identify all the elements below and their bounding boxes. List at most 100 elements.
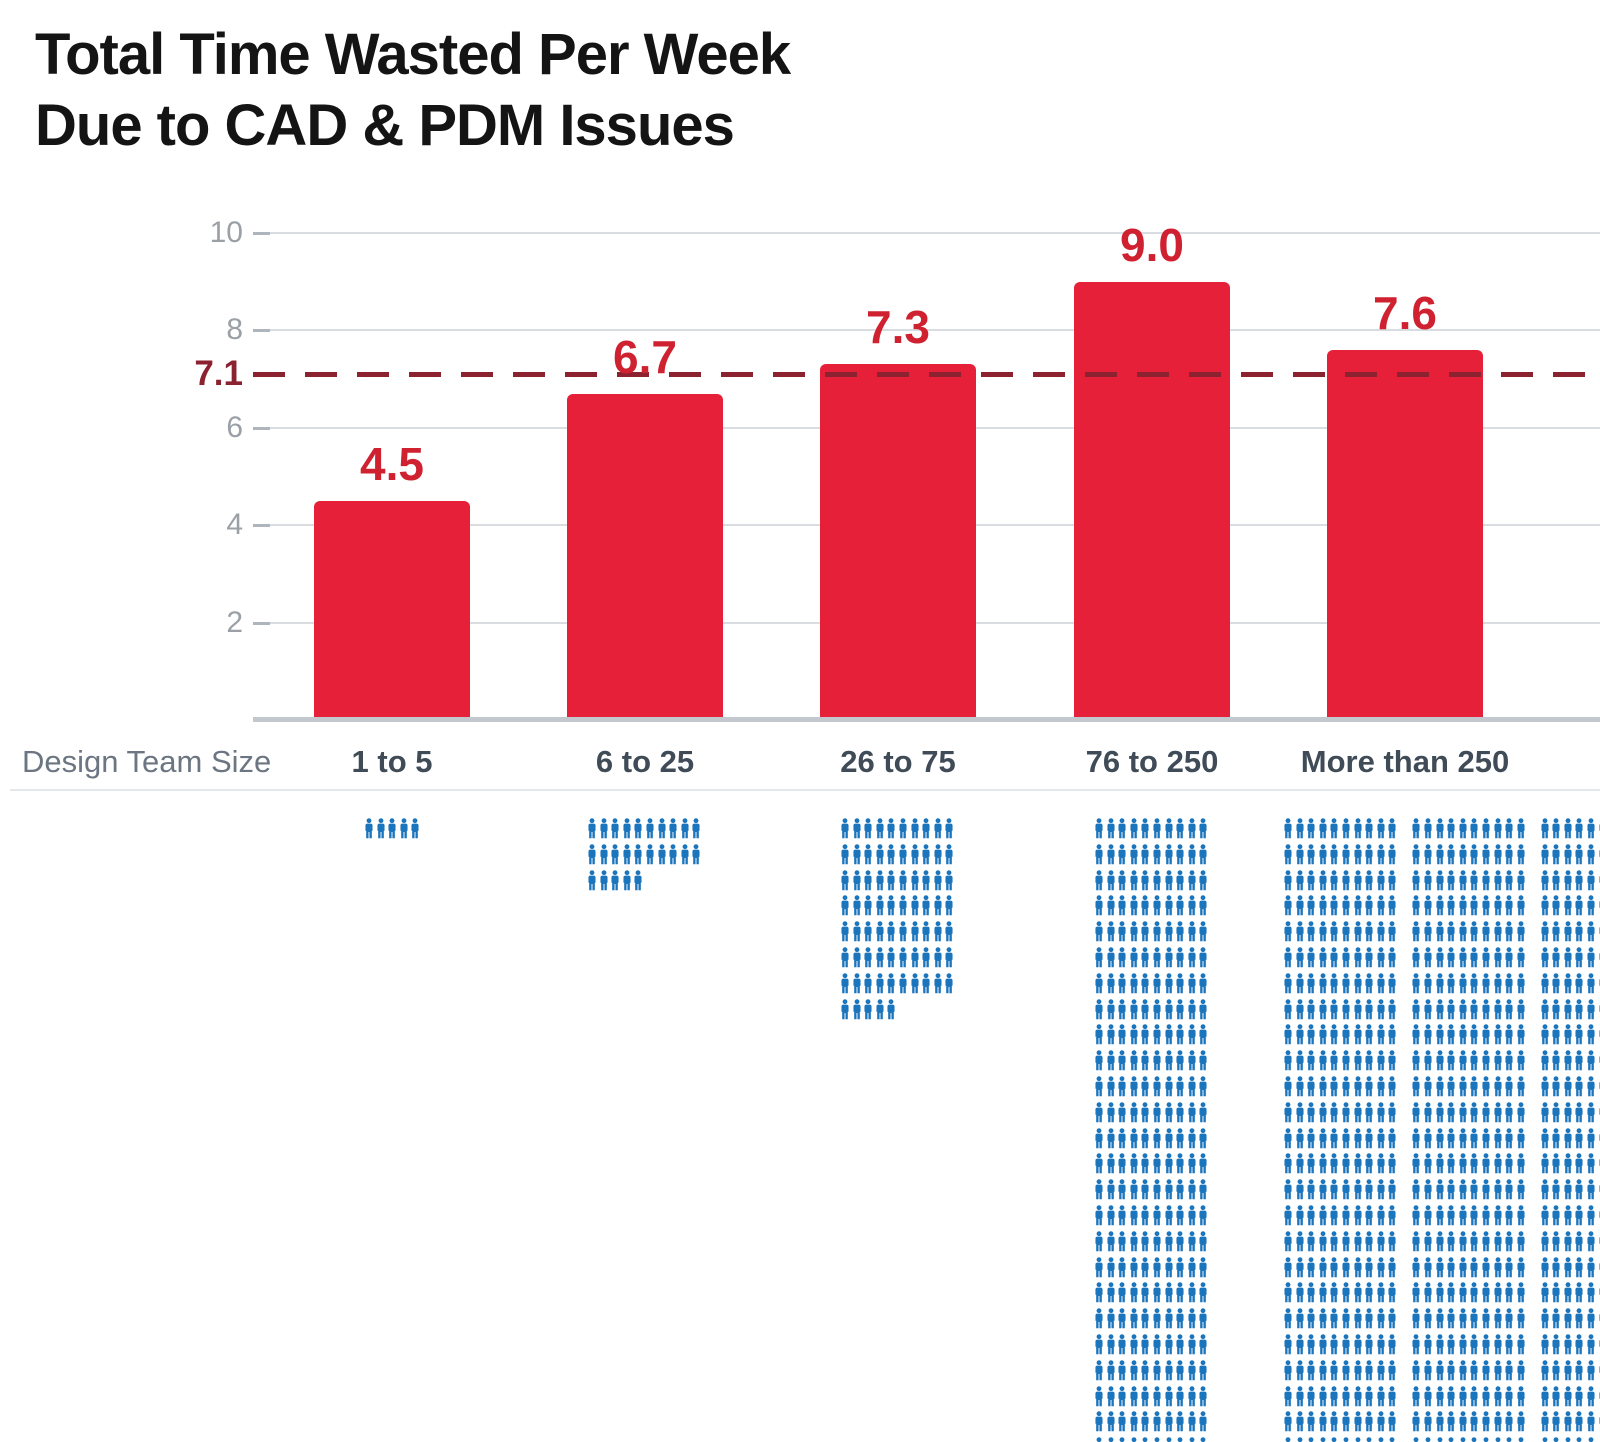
person-icon bbox=[1563, 1334, 1573, 1355]
person-icon bbox=[1198, 973, 1208, 994]
person-icon bbox=[1329, 1153, 1339, 1174]
person-icon bbox=[599, 870, 609, 891]
y-axis-tick-label: 6 bbox=[226, 411, 243, 444]
person-icon bbox=[1586, 1153, 1596, 1174]
person-icon bbox=[1376, 1437, 1386, 1442]
person-icon bbox=[1504, 1076, 1514, 1097]
person-icon bbox=[1586, 999, 1596, 1020]
person-icon bbox=[1458, 1334, 1468, 1355]
person-icon bbox=[1306, 1153, 1316, 1174]
person-icon bbox=[1175, 1411, 1185, 1432]
person-icon bbox=[1411, 870, 1421, 891]
person-icon bbox=[933, 818, 943, 839]
person-icon bbox=[1106, 1231, 1116, 1252]
person-icon bbox=[1329, 947, 1339, 968]
pictogram-block bbox=[1283, 1102, 1397, 1123]
person-icon bbox=[1516, 1024, 1526, 1045]
person-icon bbox=[1551, 1411, 1561, 1432]
person-icon bbox=[1175, 870, 1185, 891]
person-icon bbox=[1458, 1231, 1468, 1252]
person-icon bbox=[910, 870, 920, 891]
person-icon bbox=[1152, 1205, 1162, 1226]
person-icon bbox=[1574, 895, 1584, 916]
person-icon bbox=[1586, 1050, 1596, 1071]
person-icon bbox=[1318, 1282, 1328, 1303]
person-icon bbox=[1140, 895, 1150, 916]
person-icon bbox=[1504, 1437, 1514, 1442]
person-icon bbox=[1563, 895, 1573, 916]
person-icon bbox=[1341, 1257, 1351, 1278]
person-icon bbox=[1540, 1205, 1550, 1226]
pictogram-block bbox=[1094, 1102, 1208, 1123]
person-icon bbox=[1353, 1205, 1363, 1226]
person-icon bbox=[1563, 1128, 1573, 1149]
person-icon bbox=[1446, 1231, 1456, 1252]
pictogram-block bbox=[840, 921, 954, 942]
person-icon bbox=[875, 973, 885, 994]
pictogram-block bbox=[1283, 973, 1397, 994]
person-icon bbox=[1353, 1231, 1363, 1252]
person-icon bbox=[1481, 973, 1491, 994]
person-icon bbox=[1574, 818, 1584, 839]
person-icon bbox=[1411, 1128, 1421, 1149]
person-icon bbox=[1435, 1076, 1445, 1097]
person-icon bbox=[910, 895, 920, 916]
person-icon bbox=[1563, 921, 1573, 942]
person-icon bbox=[1306, 1334, 1316, 1355]
person-icon bbox=[1106, 1024, 1116, 1045]
person-icon bbox=[1387, 1257, 1397, 1278]
person-icon bbox=[1504, 1050, 1514, 1071]
pictogram-row bbox=[364, 818, 420, 839]
pictogram-block bbox=[1411, 921, 1525, 942]
person-icon bbox=[898, 870, 908, 891]
person-icon bbox=[1446, 1205, 1456, 1226]
pictogram-block bbox=[1283, 1050, 1397, 1071]
person-icon bbox=[1283, 1437, 1293, 1442]
person-icon bbox=[1364, 1411, 1374, 1432]
person-icon bbox=[1458, 1386, 1468, 1407]
person-icon bbox=[1283, 1102, 1293, 1123]
person-icon bbox=[1140, 1050, 1150, 1071]
person-icon bbox=[1504, 844, 1514, 865]
person-icon bbox=[1504, 1411, 1514, 1432]
person-icon bbox=[1551, 1179, 1561, 1200]
person-icon bbox=[1469, 947, 1479, 968]
pictogram-block bbox=[1540, 895, 1600, 916]
person-icon bbox=[1504, 870, 1514, 891]
person-icon bbox=[1364, 1050, 1374, 1071]
person-icon bbox=[1563, 1024, 1573, 1045]
person-icon bbox=[1106, 1179, 1116, 1200]
person-icon bbox=[1353, 1282, 1363, 1303]
y-axis-tick-label: 10 bbox=[209, 216, 243, 249]
pictogram-block bbox=[1540, 973, 1600, 994]
person-icon bbox=[1152, 1024, 1162, 1045]
person-icon bbox=[1435, 1102, 1445, 1123]
person-icon bbox=[1187, 999, 1197, 1020]
person-icon bbox=[1481, 1437, 1491, 1442]
person-icon bbox=[1106, 1437, 1116, 1442]
person-icon bbox=[1364, 1334, 1374, 1355]
pictogram-row bbox=[1283, 1437, 1600, 1442]
person-icon bbox=[1187, 947, 1197, 968]
person-icon bbox=[1411, 1076, 1421, 1097]
person-icon bbox=[1341, 844, 1351, 865]
person-icon bbox=[1106, 1257, 1116, 1278]
person-icon bbox=[1106, 999, 1116, 1020]
pictogram-row bbox=[1094, 1257, 1208, 1278]
person-icon bbox=[1306, 1257, 1316, 1278]
person-icon bbox=[1563, 818, 1573, 839]
pictogram-block bbox=[1094, 895, 1208, 916]
person-icon bbox=[840, 973, 850, 994]
person-icon bbox=[1329, 1257, 1339, 1278]
person-icon bbox=[1586, 844, 1596, 865]
person-icon bbox=[1574, 870, 1584, 891]
person-icon bbox=[1423, 1282, 1433, 1303]
person-icon bbox=[1353, 844, 1363, 865]
person-icon bbox=[1164, 1102, 1174, 1123]
person-icon bbox=[1353, 1386, 1363, 1407]
pictogram-row bbox=[1283, 1334, 1600, 1355]
person-icon bbox=[1435, 870, 1445, 891]
person-icon bbox=[1187, 818, 1197, 839]
person-icon bbox=[1551, 1360, 1561, 1381]
person-icon bbox=[1140, 947, 1150, 968]
